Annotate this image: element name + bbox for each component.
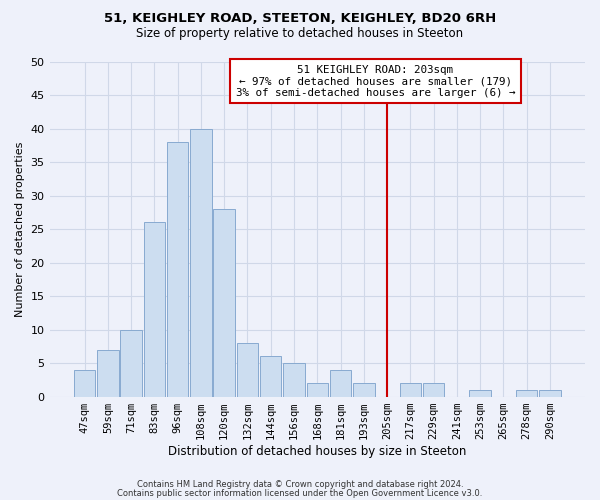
Bar xyxy=(214,209,235,396)
Text: Contains public sector information licensed under the Open Government Licence v3: Contains public sector information licen… xyxy=(118,488,482,498)
Text: Contains HM Land Registry data © Crown copyright and database right 2024.: Contains HM Land Registry data © Crown c… xyxy=(137,480,463,489)
Y-axis label: Number of detached properties: Number of detached properties xyxy=(15,142,25,316)
Bar xyxy=(190,128,212,396)
Text: Size of property relative to detached houses in Steeton: Size of property relative to detached ho… xyxy=(136,28,464,40)
Bar xyxy=(400,383,421,396)
Bar xyxy=(167,142,188,397)
Bar xyxy=(330,370,351,396)
Bar xyxy=(260,356,281,397)
Text: 51 KEIGHLEY ROAD: 203sqm
← 97% of detached houses are smaller (179)
3% of semi-d: 51 KEIGHLEY ROAD: 203sqm ← 97% of detach… xyxy=(236,65,515,98)
Bar xyxy=(423,383,445,396)
Bar xyxy=(353,383,374,396)
Text: 51, KEIGHLEY ROAD, STEETON, KEIGHLEY, BD20 6RH: 51, KEIGHLEY ROAD, STEETON, KEIGHLEY, BD… xyxy=(104,12,496,26)
Bar xyxy=(97,350,119,397)
Bar xyxy=(539,390,560,396)
X-axis label: Distribution of detached houses by size in Steeton: Distribution of detached houses by size … xyxy=(168,444,466,458)
Bar xyxy=(74,370,95,396)
Bar xyxy=(121,330,142,396)
Bar xyxy=(283,363,305,396)
Bar xyxy=(307,383,328,396)
Bar xyxy=(516,390,538,396)
Bar xyxy=(469,390,491,396)
Bar xyxy=(143,222,165,396)
Bar xyxy=(237,343,258,396)
